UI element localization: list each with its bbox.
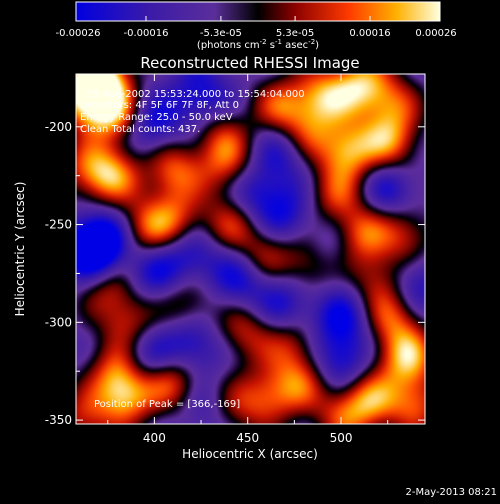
colorbar-tick-label: 0.00016 bbox=[349, 28, 390, 39]
time-range-text: 29-Aug-2002 15:53:24.000 to 15:54:04.000 bbox=[86, 89, 305, 100]
x-tick-label: 450 bbox=[236, 431, 259, 445]
y-tick-label: -200 bbox=[45, 120, 72, 134]
colorbar-tick-label: 0.00026 bbox=[415, 28, 456, 39]
colorbar bbox=[75, 1, 441, 22]
colorbar-ticks bbox=[75, 16, 441, 21]
y-tick-label: -250 bbox=[45, 218, 72, 232]
colorbar-unit: (photons cm-2 s-1 asec-2) bbox=[197, 38, 319, 51]
y-tick-label: -300 bbox=[45, 315, 72, 329]
footer-date: 2-May-2013 08:21 bbox=[405, 487, 497, 498]
peak-position-text: Position of Peak = [366,-169] bbox=[94, 399, 240, 410]
detectors-text: Detectors: 4F 5F 6F 7F 8F, Att 0 bbox=[80, 100, 239, 111]
colorbar-tick-labels: -0.00026 -0.00016 -5.3e-05 5.3e-05 0.00016 0.… bbox=[56, 28, 457, 39]
energy-range-text: Energy Range: 25.0 - 50.0 keV bbox=[80, 112, 233, 123]
x-axis-label: Heliocentric X (arcsec) bbox=[182, 447, 318, 461]
x-tick-label: 400 bbox=[143, 431, 166, 445]
info-block: 29-Aug-2002 15:53:24.000 to 15:54:04.000… bbox=[80, 89, 305, 135]
y-tick-label: -350 bbox=[45, 413, 72, 427]
chart-title: Reconstructed RHESSI Image bbox=[140, 54, 359, 72]
colorbar-tick-label: -0.00026 bbox=[56, 28, 101, 39]
colorbar-tick-label: -5.3e-05 bbox=[200, 28, 242, 39]
plot-frame bbox=[75, 73, 426, 425]
colorbar-tick-label: -0.00016 bbox=[124, 28, 169, 39]
x-ticks: 400 450 500 bbox=[107, 74, 389, 445]
heatmap-image bbox=[76, 74, 425, 424]
clean-counts-text: Clean Total counts: 437. bbox=[80, 124, 200, 135]
x-tick-label: 500 bbox=[330, 431, 353, 445]
colorbar-tick-label: 5.3e-05 bbox=[276, 28, 314, 39]
y-ticks: -200 -250 -300 -350 bbox=[45, 77, 425, 427]
y-axis-label: Heliocentric Y (arcsec) bbox=[13, 182, 27, 317]
